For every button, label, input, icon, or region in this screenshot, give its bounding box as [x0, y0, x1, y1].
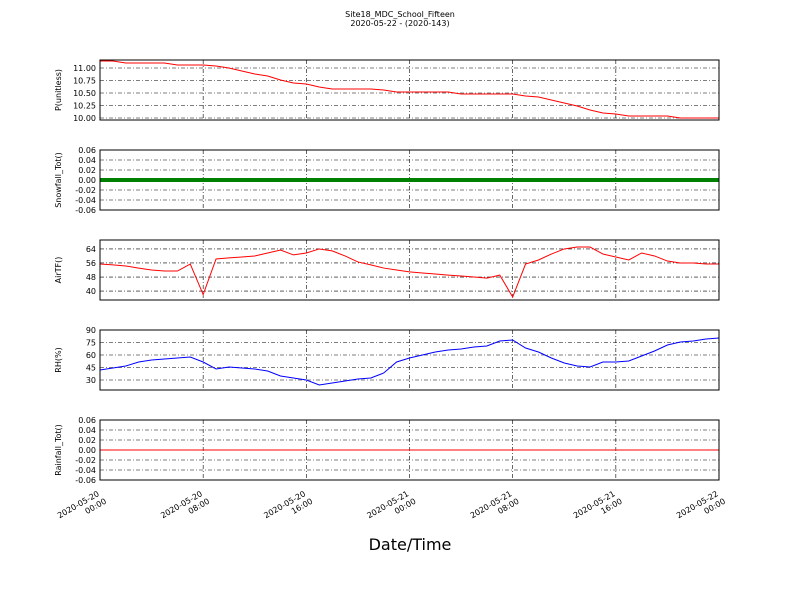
- y-tick-label: 11.00: [73, 64, 96, 73]
- y-tick-label: 64: [86, 245, 96, 254]
- axes-frame: [99, 329, 720, 391]
- y-tick-label: 10.50: [73, 89, 96, 98]
- y-tick-label: 0.02: [78, 166, 96, 175]
- axes-frame: [99, 149, 720, 211]
- y-tick-label: 0.06: [78, 416, 96, 425]
- y-tick-label: 48: [86, 273, 96, 282]
- x-tick-label: 2020-05-20 16:00: [262, 488, 314, 529]
- y-tick-label: 45: [86, 364, 96, 373]
- y-tick-label: 0.06: [78, 146, 96, 155]
- y-tick-label: 10.25: [73, 102, 96, 111]
- x-axis-label: Date/Time: [369, 535, 452, 554]
- panel: -0.06-0.04-0.020.000.020.040.06 Snowfall_…: [54, 146, 720, 215]
- y-axis-label: Rainfall_Tot(): [54, 424, 63, 476]
- y-tick-label: 0.00: [78, 176, 96, 185]
- y-tick-label: -0.04: [75, 196, 96, 205]
- y-axis-label: P(unitless): [54, 69, 63, 111]
- x-tick-label: 2020-05-21 00:00: [366, 488, 418, 529]
- x-tick-label: 2020-05-20 00:00: [56, 488, 108, 529]
- panel: 40 48 56 64 AirTF(): [54, 239, 720, 301]
- y-axis-label: RH(%): [54, 347, 63, 372]
- x-tick-label: 2020-05-22 00:00: [675, 488, 727, 529]
- y-tick-label: -0.06: [75, 206, 96, 215]
- y-tick-label: 90: [86, 326, 96, 335]
- data-line: [99, 246, 719, 299]
- y-tick-label: 10.75: [73, 77, 96, 86]
- y-axis-label: AirTF(): [54, 257, 63, 284]
- y-tick-label: 0.04: [78, 156, 96, 165]
- y-axis-label: Snowfall_Tot(): [54, 152, 63, 208]
- axes-frame: [99, 59, 720, 121]
- x-tick-label: 2020-05-21 16:00: [572, 488, 624, 529]
- y-tick-label: 60: [86, 351, 96, 360]
- y-tick-label: -0.02: [75, 186, 96, 195]
- y-tick-label: 0.00: [78, 446, 96, 455]
- y-tick-label: 75: [86, 339, 96, 348]
- data-line: [99, 337, 720, 386]
- y-tick-label: -0.02: [75, 456, 96, 465]
- axes-frame: [99, 239, 720, 301]
- panel: 30 45 60 75 90 RH(%): [54, 326, 720, 391]
- panel: -0.06-0.04-0.020.000.020.040.06 Rainfall_…: [54, 416, 720, 485]
- subtitle: 2020-05-22 - (2020-143): [350, 19, 449, 28]
- y-tick-label: 40: [86, 287, 96, 296]
- panel: 10.00 10.25 10.50 10.75 11.00 P(unitless): [54, 59, 720, 123]
- x-tick-label: 2020-05-21 08:00: [469, 488, 521, 529]
- y-tick-label: 56: [86, 259, 96, 268]
- y-tick-label: 30: [86, 376, 96, 385]
- y-tick-label: 0.04: [78, 426, 96, 435]
- y-tick-label: 0.02: [78, 436, 96, 445]
- data-line: [100, 60, 719, 119]
- y-tick-label: -0.06: [75, 476, 96, 485]
- y-tick-label: -0.04: [75, 466, 96, 475]
- axes-frame: [99, 419, 720, 481]
- title: Site18_MDC_School_Fifteen: [345, 10, 455, 19]
- y-tick-label: 10.00: [73, 114, 96, 123]
- x-tick-label: 2020-05-20 08:00: [159, 488, 211, 529]
